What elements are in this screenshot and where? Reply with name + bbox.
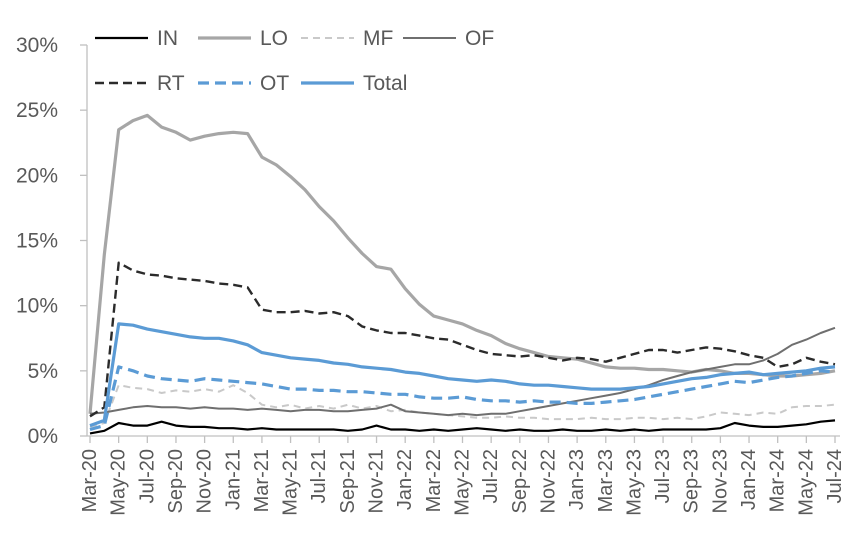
x-tick-label: Sep-21 xyxy=(337,449,359,514)
x-tick-label: Nov-20 xyxy=(194,449,216,513)
y-tick-label: 25% xyxy=(16,99,58,122)
x-tick-label: Sep-23 xyxy=(681,449,703,514)
y-tick-label: 0% xyxy=(28,425,58,448)
legend-label-mf: MF xyxy=(363,27,393,50)
y-tick-label: 15% xyxy=(16,230,58,253)
x-tick-label: Jul-21 xyxy=(308,449,330,503)
series-line-total xyxy=(89,322,836,428)
x-tick-label: Jul-24 xyxy=(824,449,846,503)
x-tick-label: Jan-23 xyxy=(566,449,588,510)
legend-item-of: OF xyxy=(403,27,494,50)
series-line-rt xyxy=(89,261,836,418)
x-tick-label: Mar-21 xyxy=(251,449,273,512)
legend-item-mf: MF xyxy=(301,27,393,50)
legend: IN LO MF OF RT OT Total xyxy=(95,27,494,95)
legend-label-ot: OT xyxy=(260,72,289,95)
series-line-in xyxy=(89,419,836,435)
x-tick-label: Sep-20 xyxy=(165,449,187,514)
legend-item-rt: RT xyxy=(95,72,185,95)
x-tick-label: Jul-22 xyxy=(480,449,502,503)
x-tick-label: Jan-24 xyxy=(738,449,760,510)
x-tick-label: May-22 xyxy=(452,449,474,516)
legend-label-of: OF xyxy=(465,27,494,50)
legend-label-total: Total xyxy=(363,72,407,95)
legend-label-in: IN xyxy=(157,27,178,50)
y-tick-label: 10% xyxy=(16,295,58,318)
x-tick-label: Jul-20 xyxy=(136,449,158,503)
x-tick-label: Mar-20 xyxy=(79,449,101,512)
legend-item-in: IN xyxy=(95,27,178,50)
x-tick-label: Sep-22 xyxy=(509,449,531,514)
y-tick-label: 20% xyxy=(16,164,58,187)
x-tick-label: May-23 xyxy=(623,449,645,516)
plot-series xyxy=(88,113,836,435)
series-line-mf xyxy=(89,384,836,428)
y-tick-label: 30% xyxy=(16,34,58,57)
y-tick-label: 5% xyxy=(28,360,58,383)
series-line-lo xyxy=(88,113,836,414)
x-tick-label: Jan-22 xyxy=(394,449,416,510)
x-tick-label: May-21 xyxy=(280,449,302,516)
legend-label-rt: RT xyxy=(157,72,185,95)
y-axis: 0% 5% 10% 15% 20% 25% 30% xyxy=(16,34,88,448)
x-tick-label: Nov-22 xyxy=(537,449,559,513)
x-tick-label: Nov-21 xyxy=(366,449,388,513)
x-tick-label: Mar-24 xyxy=(767,449,789,512)
legend-label-lo: LO xyxy=(260,27,288,50)
series-line-of xyxy=(89,326,836,417)
x-tick-label: Nov-23 xyxy=(709,449,731,513)
x-tick-label: Mar-22 xyxy=(423,449,445,512)
x-tick-label: Jan-21 xyxy=(222,449,244,510)
series-line-ot xyxy=(89,365,836,432)
x-tick-label: May-24 xyxy=(795,449,817,516)
x-tick-label: Jul-23 xyxy=(652,449,674,503)
x-tick-label: Mar-23 xyxy=(595,449,617,512)
legend-item-ot: OT xyxy=(198,72,289,95)
x-axis: Mar-20 May-20 Jul-20 Sep-20 Nov-20 Jan-21 Mar-… xyxy=(79,435,846,516)
legend-item-lo: LO xyxy=(198,27,288,50)
legend-item-total: Total xyxy=(301,72,407,95)
x-tick-label: May-20 xyxy=(108,449,130,516)
